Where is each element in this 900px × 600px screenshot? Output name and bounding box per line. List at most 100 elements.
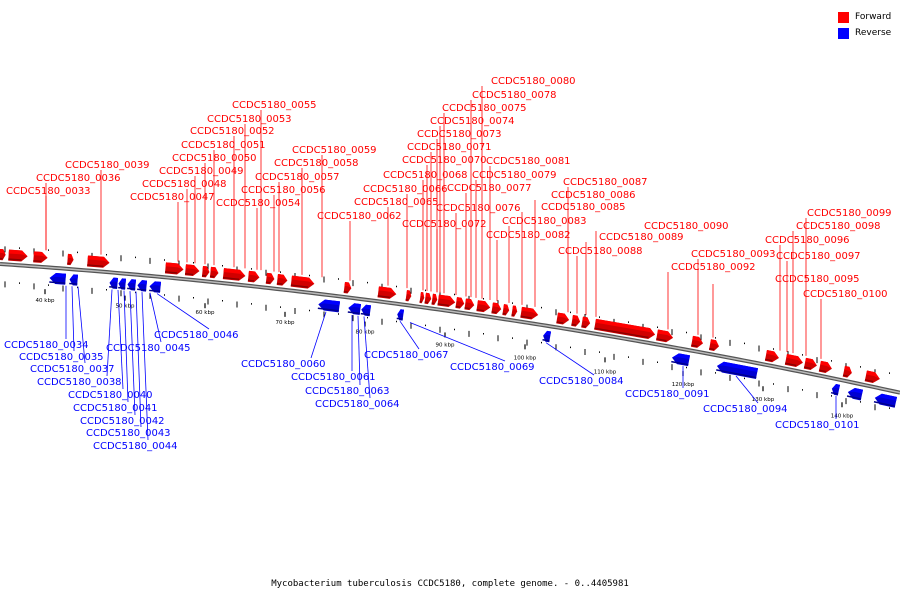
forward-gene-label: CCDC5180_0049 xyxy=(159,166,244,177)
gene-arrow-shadow xyxy=(520,315,532,319)
gene-arrow-top xyxy=(820,360,832,369)
scale-tick-label: 70 kbp xyxy=(276,320,295,326)
gene-arrow-shadow xyxy=(765,358,773,362)
gene-arrow-shadow xyxy=(118,286,126,289)
forward-gene-label: CCDC5180_0071 xyxy=(407,142,492,153)
forward-gene xyxy=(201,266,210,278)
gene-arrow-top xyxy=(672,353,691,360)
reverse-gene-label: CCDC5180_0091 xyxy=(625,389,710,400)
gene-arrow-shadow xyxy=(842,374,848,377)
forward-gene-label: CCDC5180_0098 xyxy=(796,221,881,232)
forward-gene xyxy=(265,272,275,285)
forward-gene xyxy=(803,357,817,370)
gene-arrow-top xyxy=(847,387,864,394)
gene-arrow-top xyxy=(378,286,397,295)
forward-gene-label: CCDC5180_0100 xyxy=(803,289,888,300)
forward-gene xyxy=(290,275,315,289)
reverse-gene-label: CCDC5180_0046 xyxy=(154,330,239,341)
gene-arrow-shadow xyxy=(864,379,874,383)
gene-arrow-shadow xyxy=(846,395,862,400)
reverse-gene-label: CCDC5180_0040 xyxy=(68,390,153,401)
reverse-gene-label: CCDC5180_0035 xyxy=(19,352,104,363)
forward-gene-label: CCDC5180_0072 xyxy=(402,219,487,230)
gene-arrow-top xyxy=(0,249,6,255)
gene-arrow-top xyxy=(786,353,803,363)
forward-gene-label: CCDC5180_0089 xyxy=(599,232,684,243)
backbone-highlight xyxy=(0,263,900,394)
forward-gene-label: CCDC5180_0086 xyxy=(551,190,636,201)
label-leaders xyxy=(45,86,837,441)
reverse-leader-line xyxy=(141,292,149,441)
forward-gene-label: CCDC5180_0083 xyxy=(502,216,587,227)
forward-gene-label: CCDC5180_0079 xyxy=(472,170,557,181)
gene-arrow-top xyxy=(223,268,246,276)
forward-gene xyxy=(708,339,719,352)
gene-arrow-top xyxy=(831,384,840,389)
forward-gene xyxy=(164,262,184,275)
gene-arrow-top xyxy=(866,370,880,379)
reverse-gene xyxy=(347,303,362,315)
forward-gene-label: CCDC5180_0090 xyxy=(644,221,729,232)
reverse-gene-label: CCDC5180_0045 xyxy=(106,343,191,354)
scale-tick-label: 140 kbp xyxy=(831,413,854,419)
forward-gene-label: CCDC5180_0074 xyxy=(430,116,515,127)
forward-gene xyxy=(431,293,438,306)
gene-arrow-shadow xyxy=(542,338,550,342)
gene-arrow-shadow xyxy=(784,362,797,367)
gene-arrow-shadow xyxy=(455,305,461,308)
gene-arrow-shadow xyxy=(127,287,136,290)
gene-arrow-top xyxy=(512,305,518,312)
forward-gene-label: CCDC5180_0039 xyxy=(65,160,150,171)
gene-arrow-top xyxy=(492,302,502,310)
forward-gene-label: CCDC5180_0050 xyxy=(172,153,257,164)
gene-arrow-top xyxy=(465,298,475,306)
forward-gene xyxy=(690,335,703,348)
gene-arrow-shadow xyxy=(571,323,577,326)
forward-gene xyxy=(476,300,491,313)
forward-gene xyxy=(87,255,110,268)
gene-arrow-top xyxy=(595,318,656,335)
reverse-leader-line xyxy=(77,286,86,364)
gene-arrow-top xyxy=(844,365,852,373)
gene-arrow-shadow xyxy=(347,311,360,315)
gene-arrow-top xyxy=(67,253,74,260)
forward-gene-label: CCDC5180_0082 xyxy=(486,230,571,241)
forward-gene xyxy=(247,270,260,283)
gene-arrow-shadow xyxy=(671,360,689,366)
gene-arrow-shadow xyxy=(556,321,564,324)
forward-gene xyxy=(405,290,412,302)
gene-arrow-top xyxy=(149,281,161,287)
gene-arrow-shadow xyxy=(8,258,22,261)
forward-gene xyxy=(571,315,581,327)
reverse-leader-line xyxy=(123,290,129,403)
gene-arrow-top xyxy=(582,316,591,324)
forward-gene xyxy=(511,305,518,317)
forward-gene xyxy=(424,292,432,305)
scale-tick-label: 90 kbp xyxy=(436,342,455,348)
reverse-gene-label: CCDC5180_0042 xyxy=(80,416,165,427)
gene-arrow-shadow xyxy=(656,338,667,342)
gene-arrow-top xyxy=(202,266,210,273)
forward-gene xyxy=(556,312,570,325)
gene-arrow-shadow xyxy=(149,289,161,293)
forward-gene xyxy=(784,353,803,368)
forward-gene-label: CCDC5180_0052 xyxy=(190,126,275,137)
reverse-gene-label: CCDC5180_0043 xyxy=(86,428,171,439)
gene-arrow-shadow xyxy=(360,312,370,316)
gene-arrow-shadow xyxy=(709,347,715,351)
reverse-gene xyxy=(830,384,840,396)
gene-arrow-top xyxy=(185,264,200,272)
gene-arrow-top xyxy=(344,282,352,289)
gene-arrow-shadow xyxy=(581,325,587,328)
forward-gene xyxy=(491,302,502,315)
forward-gene xyxy=(8,249,28,262)
gene-arrow-shadow xyxy=(716,369,757,379)
reverse-gene-label: CCDC5180_0064 xyxy=(315,399,400,410)
forward-gene xyxy=(842,365,852,378)
forward-gene xyxy=(464,298,475,311)
reverse-gene-label: CCDC5180_0094 xyxy=(703,404,788,415)
reverse-gene-label: CCDC5180_0101 xyxy=(775,420,860,431)
forward-gene-label: CCDC5180_0056 xyxy=(241,185,326,196)
reverse-gene xyxy=(49,272,66,285)
reverse-gene xyxy=(716,361,758,380)
